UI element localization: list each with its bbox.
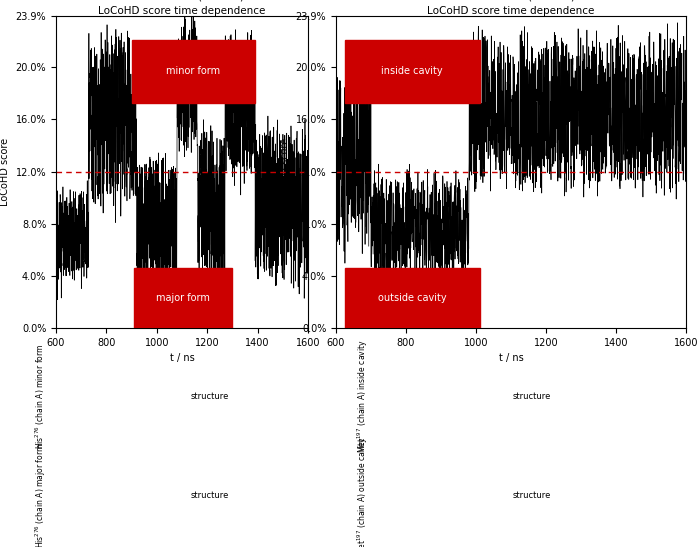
Y-axis label: LoCoHD score: LoCoHD score xyxy=(280,138,290,206)
FancyBboxPatch shape xyxy=(344,40,480,102)
Text: major form: major form xyxy=(156,293,210,303)
X-axis label: t / ns: t / ns xyxy=(169,353,195,363)
FancyBboxPatch shape xyxy=(344,268,480,328)
Text: structure: structure xyxy=(513,491,551,499)
Text: structure: structure xyxy=(513,392,551,401)
FancyBboxPatch shape xyxy=(134,268,232,328)
Title: Residue His$^{276}$ (chain A)
LoCoHD score time dependence: Residue His$^{276}$ (chain A) LoCoHD sco… xyxy=(98,0,266,16)
FancyBboxPatch shape xyxy=(132,40,255,102)
Text: Met$^{197}$ (chain A) outside cavity: Met$^{197}$ (chain A) outside cavity xyxy=(356,435,370,547)
Y-axis label: LoCoHD score: LoCoHD score xyxy=(0,138,10,206)
Text: Met$^{197}$ (chain A) inside cavity: Met$^{197}$ (chain A) inside cavity xyxy=(356,340,370,453)
Title: Residue Met$^{197}$ (chain A)
LoCoHD score time dependence: Residue Met$^{197}$ (chain A) LoCoHD sco… xyxy=(427,0,595,16)
Text: His$^{276}$ (chain A) major form: His$^{276}$ (chain A) major form xyxy=(34,443,48,547)
Text: structure: structure xyxy=(191,491,229,499)
Text: structure: structure xyxy=(191,392,229,401)
Text: His$^{276}$ (chain A) minor form: His$^{276}$ (chain A) minor form xyxy=(34,344,48,449)
Text: outside cavity: outside cavity xyxy=(378,293,447,303)
Text: minor form: minor form xyxy=(167,66,220,76)
Text: inside cavity: inside cavity xyxy=(382,66,443,76)
X-axis label: t / ns: t / ns xyxy=(498,353,524,363)
